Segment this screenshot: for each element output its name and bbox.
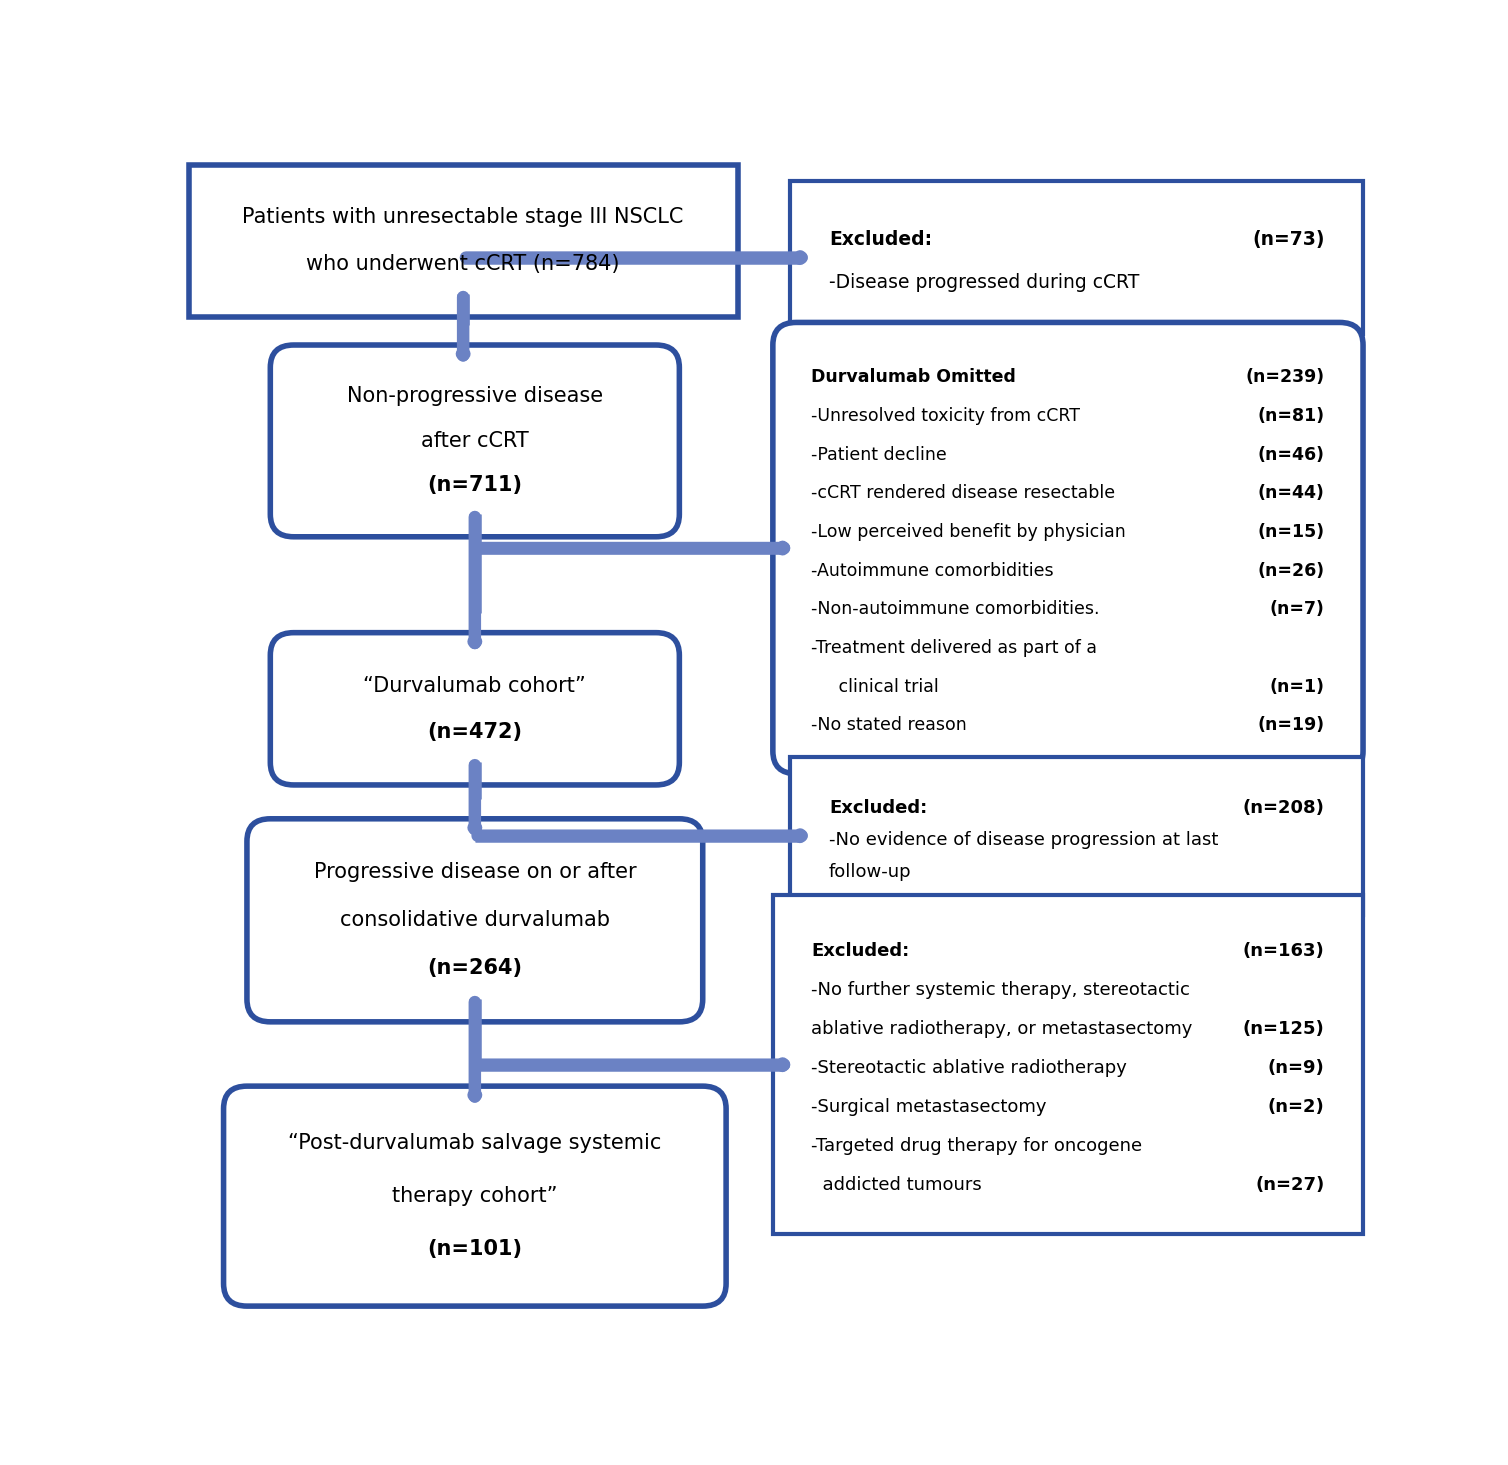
Text: (n=46): (n=46) <box>1258 445 1324 463</box>
Text: -Autoimmune comorbidities: -Autoimmune comorbidities <box>811 561 1054 580</box>
Text: -Surgical metastasectomy: -Surgical metastasectomy <box>811 1097 1047 1116</box>
Text: (n=81): (n=81) <box>1258 407 1324 425</box>
FancyBboxPatch shape <box>790 182 1363 334</box>
Text: (n=7): (n=7) <box>1270 601 1324 618</box>
FancyBboxPatch shape <box>772 895 1363 1234</box>
Text: “Post-durvalumab salvage systemic: “Post-durvalumab salvage systemic <box>288 1132 662 1153</box>
FancyBboxPatch shape <box>790 757 1363 914</box>
Text: follow-up: follow-up <box>829 863 911 880</box>
Text: -Disease progressed during cCRT: -Disease progressed during cCRT <box>829 272 1140 292</box>
Text: -Targeted drug therapy for oncogene: -Targeted drug therapy for oncogene <box>811 1137 1143 1154</box>
Text: (n=239): (n=239) <box>1246 368 1324 387</box>
Text: therapy cohort”: therapy cohort” <box>392 1187 558 1206</box>
Text: (n=163): (n=163) <box>1243 942 1324 960</box>
Text: Non-progressive disease: Non-progressive disease <box>347 387 603 406</box>
Text: -No evidence of disease progression at last: -No evidence of disease progression at l… <box>829 831 1218 848</box>
Text: -Unresolved toxicity from cCRT: -Unresolved toxicity from cCRT <box>811 407 1080 425</box>
Text: -Treatment delivered as part of a: -Treatment delivered as part of a <box>811 639 1098 656</box>
Text: -Stereotactic ablative radiotherapy: -Stereotactic ablative radiotherapy <box>811 1059 1128 1077</box>
Text: addicted tumours: addicted tumours <box>811 1176 982 1194</box>
Text: clinical trial: clinical trial <box>811 678 939 696</box>
Text: (n=711): (n=711) <box>427 475 522 495</box>
Text: Patients with unresectable stage III NSCLC: Patients with unresectable stage III NSC… <box>243 208 683 227</box>
Text: (n=15): (n=15) <box>1258 523 1324 541</box>
Text: -Non-autoimmune comorbidities.: -Non-autoimmune comorbidities. <box>811 601 1099 618</box>
Text: -No further systemic therapy, stereotactic: -No further systemic therapy, stereotact… <box>811 980 1190 999</box>
FancyBboxPatch shape <box>223 1086 727 1307</box>
Text: Excluded:: Excluded: <box>811 942 909 960</box>
Text: (n=472): (n=472) <box>427 722 522 743</box>
Text: -Low perceived benefit by physician: -Low perceived benefit by physician <box>811 523 1126 541</box>
FancyBboxPatch shape <box>270 633 679 785</box>
Text: Excluded:: Excluded: <box>829 230 932 249</box>
FancyBboxPatch shape <box>188 164 737 316</box>
Text: (n=1): (n=1) <box>1270 678 1324 696</box>
Text: -Patient decline: -Patient decline <box>811 445 947 463</box>
Text: (n=19): (n=19) <box>1258 716 1324 734</box>
Text: (n=101): (n=101) <box>427 1239 522 1258</box>
Text: Durvalumab Omitted: Durvalumab Omitted <box>811 368 1016 387</box>
Text: -No stated reason: -No stated reason <box>811 716 967 734</box>
Text: (n=2): (n=2) <box>1268 1097 1324 1116</box>
Text: who underwent cCRT (n=784): who underwent cCRT (n=784) <box>306 253 620 274</box>
Text: (n=208): (n=208) <box>1243 798 1324 816</box>
Text: (n=9): (n=9) <box>1268 1059 1324 1077</box>
Text: (n=125): (n=125) <box>1243 1020 1324 1037</box>
Text: Progressive disease on or after: Progressive disease on or after <box>314 863 636 882</box>
FancyBboxPatch shape <box>772 322 1363 774</box>
Text: Excluded:: Excluded: <box>829 798 927 816</box>
Text: -cCRT rendered disease resectable: -cCRT rendered disease resectable <box>811 485 1116 502</box>
Text: (n=264): (n=264) <box>427 958 522 979</box>
FancyBboxPatch shape <box>247 819 703 1023</box>
FancyBboxPatch shape <box>270 344 679 536</box>
Text: (n=73): (n=73) <box>1252 230 1324 249</box>
Text: (n=44): (n=44) <box>1258 485 1324 502</box>
Text: (n=26): (n=26) <box>1258 561 1324 580</box>
Text: “Durvalumab cohort”: “Durvalumab cohort” <box>363 675 587 696</box>
Text: consolidative durvalumab: consolidative durvalumab <box>339 910 609 930</box>
Text: after cCRT: after cCRT <box>421 431 529 451</box>
Text: ablative radiotherapy, or metastasectomy: ablative radiotherapy, or metastasectomy <box>811 1020 1193 1037</box>
Text: (n=27): (n=27) <box>1255 1176 1324 1194</box>
